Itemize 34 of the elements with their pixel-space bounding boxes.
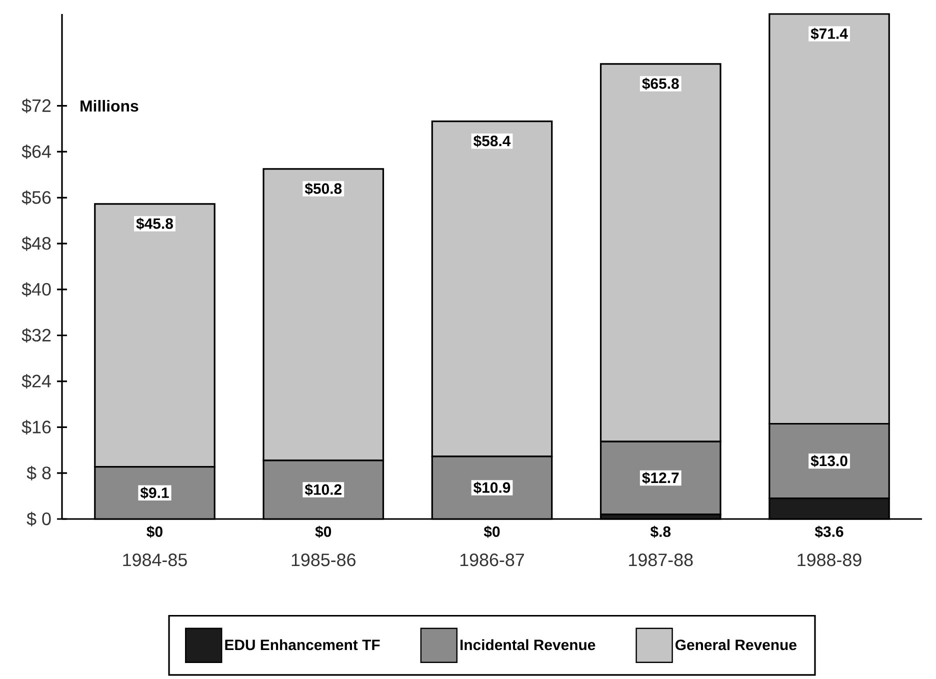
data-label: $0 <box>315 526 332 538</box>
data-label: $13.0 <box>810 454 848 468</box>
y-tick-label: $72 <box>22 98 51 114</box>
data-label: $0 <box>146 526 162 538</box>
data-label: $58.4 <box>474 135 511 148</box>
data-label: $.8 <box>650 526 671 538</box>
x-tick-label: 1987-88 <box>629 554 693 566</box>
x-tick-label: 1984-85 <box>123 554 187 566</box>
y-tick-label: $ 0 <box>26 512 51 526</box>
legend-label: General Revenue <box>675 639 796 650</box>
x-tick-label: 1985-86 <box>292 554 356 566</box>
y-tick-label: $ 8 <box>26 466 51 480</box>
data-label: $50.8 <box>304 182 342 195</box>
data-label: $12.7 <box>642 472 679 484</box>
legend-label: EDU Enhancement TF <box>225 639 380 650</box>
y-tick-label: $32 <box>22 328 51 343</box>
y-tick-label: $24 <box>22 374 51 389</box>
y-tick-label: $48 <box>22 236 51 251</box>
y-tick-label: $40 <box>22 282 51 297</box>
x-tick-label: 1988-89 <box>798 554 862 566</box>
y-axis-title: Millions <box>80 100 138 112</box>
y-tick-label: $16 <box>22 420 51 434</box>
y-tick-label: $64 <box>22 144 51 159</box>
x-tick-label: 1986-87 <box>460 554 524 566</box>
data-label: $10.9 <box>474 482 510 494</box>
data-label: $10.2 <box>304 484 342 496</box>
data-label: $65.8 <box>642 78 679 90</box>
legend-label: Incidental Revenue <box>460 639 596 650</box>
data-label: $9.1 <box>140 486 169 499</box>
data-label: $45.8 <box>136 218 173 230</box>
y-tick-label: $56 <box>22 190 51 205</box>
data-label: $0 <box>484 526 500 538</box>
data-label: $3.6 <box>814 526 844 538</box>
data-label: $71.4 <box>810 28 848 40</box>
